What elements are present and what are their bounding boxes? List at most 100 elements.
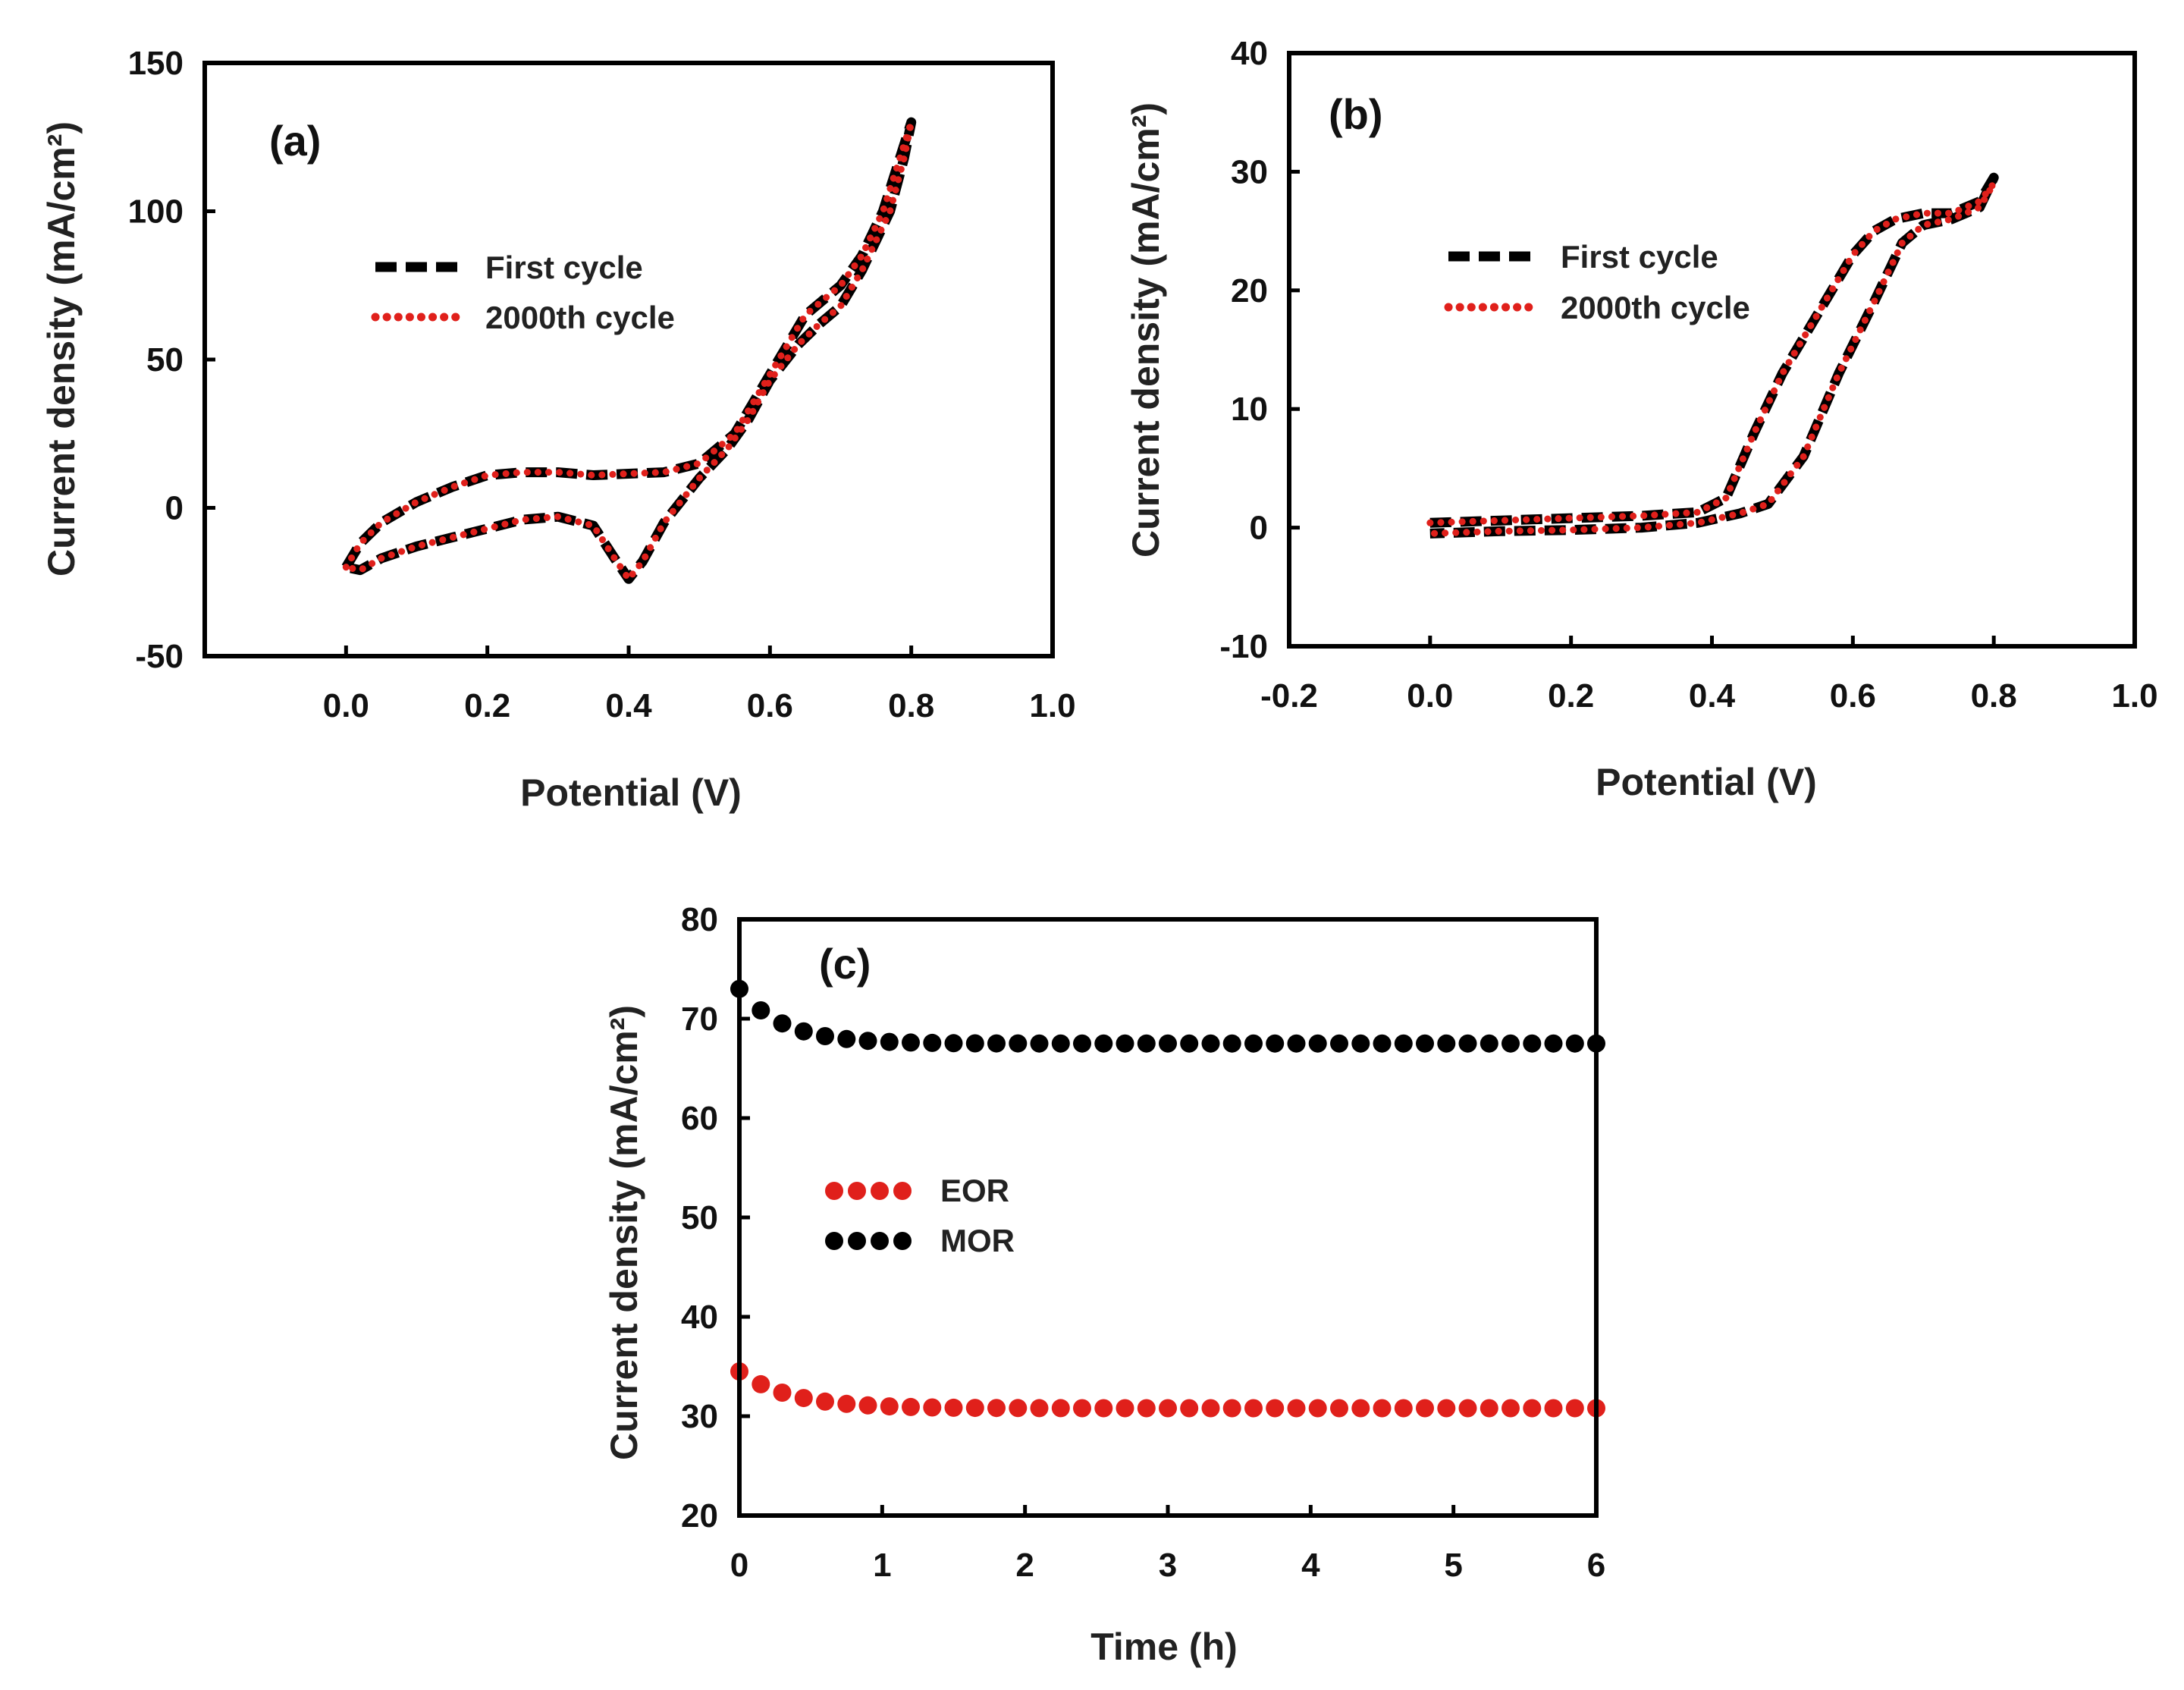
data-point-eor xyxy=(1544,1399,1563,1418)
data-point-mor xyxy=(1244,1034,1263,1053)
data-point-eor xyxy=(1137,1399,1156,1418)
data-point-eor xyxy=(1009,1399,1028,1418)
data-point-eor xyxy=(923,1398,942,1417)
data-point-mor xyxy=(1523,1034,1542,1053)
legend-label-first-cycle: First cycle xyxy=(1561,239,1718,275)
data-point-mor xyxy=(816,1027,834,1045)
y-tick-label: 70 xyxy=(681,1000,718,1038)
data-point-eor xyxy=(1502,1399,1520,1418)
y-tick-label: 10 xyxy=(1231,391,1268,428)
panel-a-ylabel: Current density (mA/cm²) xyxy=(40,121,83,576)
x-tick-label: 5 xyxy=(1444,1547,1462,1584)
data-point-eor xyxy=(1565,1399,1584,1418)
data-point-eor xyxy=(1330,1399,1348,1418)
x-tick-label: 3 xyxy=(1159,1547,1177,1584)
x-tick-label: 0.8 xyxy=(888,687,934,724)
data-point-mor xyxy=(1094,1034,1113,1053)
x-tick-label: 0.2 xyxy=(1548,677,1594,715)
data-point-eor xyxy=(858,1396,877,1415)
data-point-mor xyxy=(1051,1034,1070,1053)
data-point-eor xyxy=(1287,1399,1306,1418)
data-point-eor xyxy=(1351,1399,1370,1418)
data-point-mor xyxy=(773,1014,792,1033)
data-point-eor xyxy=(1394,1399,1413,1418)
data-point-eor xyxy=(1523,1399,1542,1418)
legend-swatch-eor xyxy=(825,1182,912,1200)
data-point-eor xyxy=(794,1389,813,1408)
data-point-mor xyxy=(837,1029,856,1048)
series-line-first-cycle xyxy=(1429,172,1999,539)
y-tick-label: 100 xyxy=(128,193,184,231)
legend-label-eor: EOR xyxy=(940,1173,1009,1208)
panel-a-frame xyxy=(202,61,1055,658)
panel-a-chart: 0.0 0.2 0.4 0.6 0.8 1.0 -50 0 50 100 150 (a) Poten… xyxy=(40,45,1076,814)
data-point-mor xyxy=(1030,1034,1049,1053)
data-point-eor xyxy=(1458,1399,1477,1418)
x-tick-label: 1.0 xyxy=(2111,677,2157,715)
panel-b-ylabel: Current density (mA/cm²) xyxy=(1125,102,1167,558)
x-tick-label: 0.8 xyxy=(1971,677,2017,715)
data-point-eor xyxy=(1266,1399,1285,1418)
x-tick-label: 2 xyxy=(1015,1547,1034,1584)
data-point-eor xyxy=(1180,1399,1199,1418)
y-tick-label: -10 xyxy=(1219,628,1268,665)
data-point-eor xyxy=(816,1392,834,1411)
data-point-mor xyxy=(1330,1034,1348,1053)
x-tick-label: 4 xyxy=(1301,1547,1320,1584)
data-point-eor xyxy=(837,1394,856,1413)
data-point-mor xyxy=(923,1033,942,1052)
data-point-mor xyxy=(1116,1034,1134,1053)
data-point-mor xyxy=(944,1034,963,1053)
panel-c-frame xyxy=(737,917,1599,1518)
y-tick-label: 150 xyxy=(128,45,184,82)
y-tick-label: -50 xyxy=(135,638,184,675)
data-point-mor xyxy=(1437,1034,1456,1053)
data-point-eor xyxy=(1073,1399,1091,1418)
x-tick-label: 0.6 xyxy=(1830,677,1876,715)
data-point-eor xyxy=(1030,1399,1049,1418)
data-point-mor xyxy=(1266,1034,1285,1053)
data-point-mor xyxy=(965,1034,984,1053)
data-point-eor xyxy=(1159,1399,1177,1418)
x-tick-label: 0.0 xyxy=(323,687,369,724)
data-point-eor xyxy=(965,1399,984,1418)
x-tick-label: 1 xyxy=(873,1547,891,1584)
data-point-mor xyxy=(1502,1034,1520,1053)
panel-c-xlabel: Time (h) xyxy=(1090,1626,1238,1668)
x-tick-label: 0.4 xyxy=(1689,677,1736,715)
data-point-mor xyxy=(902,1033,920,1052)
y-tick-label: 0 xyxy=(1250,510,1268,547)
data-point-eor xyxy=(1416,1399,1434,1418)
panel-a-xlabel: Potential (V) xyxy=(520,771,742,814)
panel-a-label: (a) xyxy=(269,117,321,165)
panel-c-chart: 0 1 2 3 4 5 6 20 30 40 50 60 70 80 (c) Time (h) Curre… xyxy=(603,901,1605,1668)
x-tick-label: 0.0 xyxy=(1407,677,1453,715)
data-point-eor xyxy=(1116,1399,1134,1418)
y-tick-label: 0 xyxy=(165,490,184,527)
y-tick-label: 30 xyxy=(681,1398,718,1435)
panel-b-chart: -0.2 0.0 0.2 0.4 0.6 0.8 1.0 -10 0 10 20 30 40 (b) P… xyxy=(1125,35,2158,803)
legend-label-2000th-cycle: 2000th cycle xyxy=(485,300,675,335)
data-point-eor xyxy=(1222,1399,1241,1418)
y-tick-label: 80 xyxy=(681,901,718,938)
x-tick-label: 0.6 xyxy=(747,687,793,724)
y-tick-label: 20 xyxy=(681,1497,718,1535)
y-tick-label: 30 xyxy=(1231,153,1268,190)
y-tick-label: 40 xyxy=(1231,35,1268,72)
panel-b-legend: First cycle 2000th cycle xyxy=(1444,239,1750,325)
data-point-eor xyxy=(1373,1399,1392,1418)
series-line-2000th-cycle xyxy=(1426,180,1997,537)
y-tick-label: 20 xyxy=(1231,272,1268,309)
data-point-mor xyxy=(880,1032,899,1051)
data-point-mor xyxy=(1308,1034,1327,1053)
legend-label-mor: MOR xyxy=(940,1223,1015,1258)
data-point-mor xyxy=(794,1022,813,1041)
legend-label-first-cycle: First cycle xyxy=(485,250,643,285)
data-point-mor xyxy=(1180,1034,1199,1053)
x-tick-label: -0.2 xyxy=(1260,677,1318,715)
data-point-eor xyxy=(944,1398,963,1417)
data-point-mor xyxy=(1565,1034,1584,1053)
x-tick-label: 0.2 xyxy=(464,687,510,724)
y-tick-label: 60 xyxy=(681,1100,718,1137)
